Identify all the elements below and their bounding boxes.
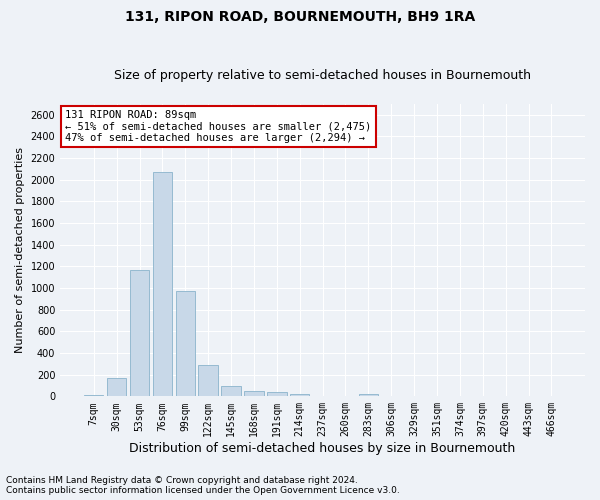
X-axis label: Distribution of semi-detached houses by size in Bournemouth: Distribution of semi-detached houses by … xyxy=(130,442,516,455)
Bar xyxy=(176,291,195,397)
Bar xyxy=(199,366,218,396)
Bar xyxy=(359,394,378,396)
Bar xyxy=(130,270,149,396)
Title: Size of property relative to semi-detached houses in Bournemouth: Size of property relative to semi-detach… xyxy=(114,69,531,82)
Bar xyxy=(221,386,241,396)
Bar xyxy=(107,378,127,396)
Bar xyxy=(84,394,103,396)
Bar xyxy=(267,392,287,396)
Bar xyxy=(244,392,263,396)
Text: 131, RIPON ROAD, BOURNEMOUTH, BH9 1RA: 131, RIPON ROAD, BOURNEMOUTH, BH9 1RA xyxy=(125,10,475,24)
Y-axis label: Number of semi-detached properties: Number of semi-detached properties xyxy=(15,147,25,353)
Text: 131 RIPON ROAD: 89sqm
← 51% of semi-detached houses are smaller (2,475)
47% of s: 131 RIPON ROAD: 89sqm ← 51% of semi-deta… xyxy=(65,110,371,143)
Text: Contains HM Land Registry data © Crown copyright and database right 2024.
Contai: Contains HM Land Registry data © Crown c… xyxy=(6,476,400,495)
Bar xyxy=(290,394,310,396)
Bar xyxy=(152,172,172,396)
